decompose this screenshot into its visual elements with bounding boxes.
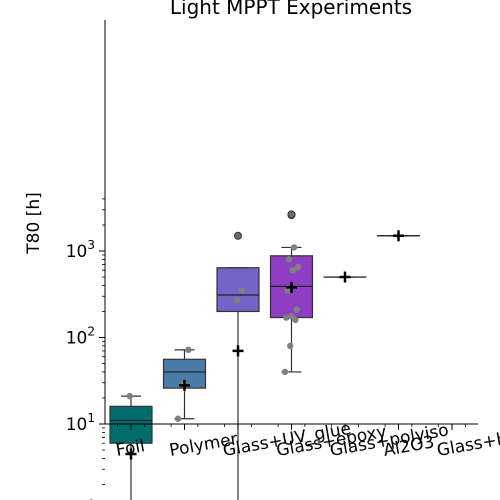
box-group	[110, 236, 420, 500]
point-group	[121, 211, 301, 500]
data-point	[295, 264, 301, 270]
flier	[288, 211, 295, 218]
y-axis-label: T80 [h]	[24, 192, 44, 254]
box	[217, 268, 259, 312]
y-tick-exponent: 2	[87, 325, 95, 339]
x-tick-group: Foil PolymerGlass+UV_glueGlass+epoxyGlass…	[114, 415, 500, 461]
y-tick-label: 103	[66, 238, 95, 262]
data-point	[291, 244, 297, 250]
data-point	[286, 256, 292, 262]
y-tick-base: 10	[66, 329, 88, 349]
y-tick-base: 10	[66, 415, 88, 435]
data-point	[288, 313, 294, 319]
y-tick-label: 102	[66, 325, 95, 349]
data-point	[287, 343, 293, 349]
x-tick-label: Foil	[114, 436, 146, 461]
data-point	[282, 369, 288, 375]
data-point	[127, 393, 133, 399]
data-point	[234, 297, 240, 303]
y-tick-base: 10	[66, 242, 88, 262]
flier	[235, 232, 242, 239]
y-tick-group: 10−1100101102103	[56, 199, 105, 500]
y-tick-exponent: 1	[87, 411, 95, 425]
chart-title: Light MPPT Experiments	[170, 0, 412, 19]
data-point	[239, 287, 245, 293]
data-point	[185, 347, 191, 353]
data-point	[294, 306, 300, 312]
y-tick-exponent: 3	[87, 238, 95, 252]
data-point	[175, 416, 181, 422]
y-tick-label: 101	[66, 411, 95, 435]
